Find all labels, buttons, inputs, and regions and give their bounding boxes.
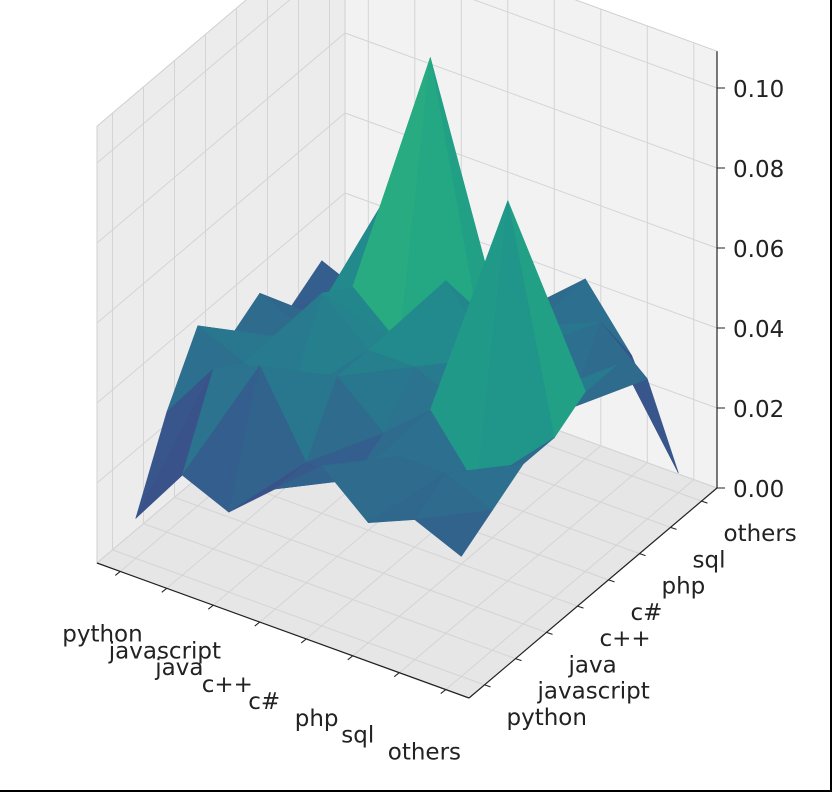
z-tick-label: 0.04 (733, 317, 784, 343)
y-tick (608, 579, 615, 583)
y-tick-label: javascript (537, 679, 650, 705)
x-tick (440, 689, 447, 694)
x-tick (300, 638, 307, 644)
y-tick-label: sql (693, 547, 726, 573)
x-tick-label: javascript (108, 638, 221, 664)
z-tick-label: 0.00 (733, 477, 784, 503)
y-axis-line (468, 487, 718, 699)
x-tick-label: php (295, 706, 339, 732)
x-tick (393, 672, 400, 678)
x-tick-label: python (62, 621, 142, 647)
y-tick-label: java (568, 652, 617, 678)
y-tick (515, 658, 522, 662)
surface-facet (414, 509, 493, 557)
y-tick (577, 605, 584, 609)
x-tick-label: others (388, 740, 461, 766)
grid-line-z (96, 192, 718, 404)
axes-ticks-labels: pythonjavascriptjavac++c#phpsqlotherspyt… (62, 51, 797, 766)
x-tick-label: c# (248, 689, 280, 715)
x-tick-label: sql (341, 723, 374, 749)
x-tick (114, 571, 121, 576)
surface-mesh (135, 57, 679, 557)
x-tick (207, 604, 214, 610)
x-tick-label: java (154, 655, 203, 681)
z-tick-label: 0.06 (733, 237, 784, 263)
z-tick-label: 0.08 (733, 157, 784, 183)
y-tick (701, 500, 708, 504)
y-tick-label: python (507, 705, 587, 731)
x-tick (347, 655, 354, 661)
grid-line-z (96, 112, 718, 324)
x-tick (161, 587, 168, 593)
x-tick (254, 621, 261, 627)
y-tick (670, 526, 677, 530)
grid-line-z (96, 32, 718, 244)
y-tick-label: php (662, 574, 706, 600)
y-tick (484, 684, 491, 688)
y-tick (639, 553, 646, 557)
z-tick-label: 0.02 (733, 397, 784, 423)
x-axis-line (96, 562, 470, 699)
x-tick-label: c++ (202, 672, 253, 698)
y-tick-label: others (724, 521, 797, 547)
grid-line-z (96, 0, 718, 164)
y-tick (546, 631, 553, 635)
z-tick-label: 0.10 (733, 77, 784, 103)
y-tick-label: c++ (600, 626, 651, 652)
y-tick-label: c# (631, 600, 663, 626)
